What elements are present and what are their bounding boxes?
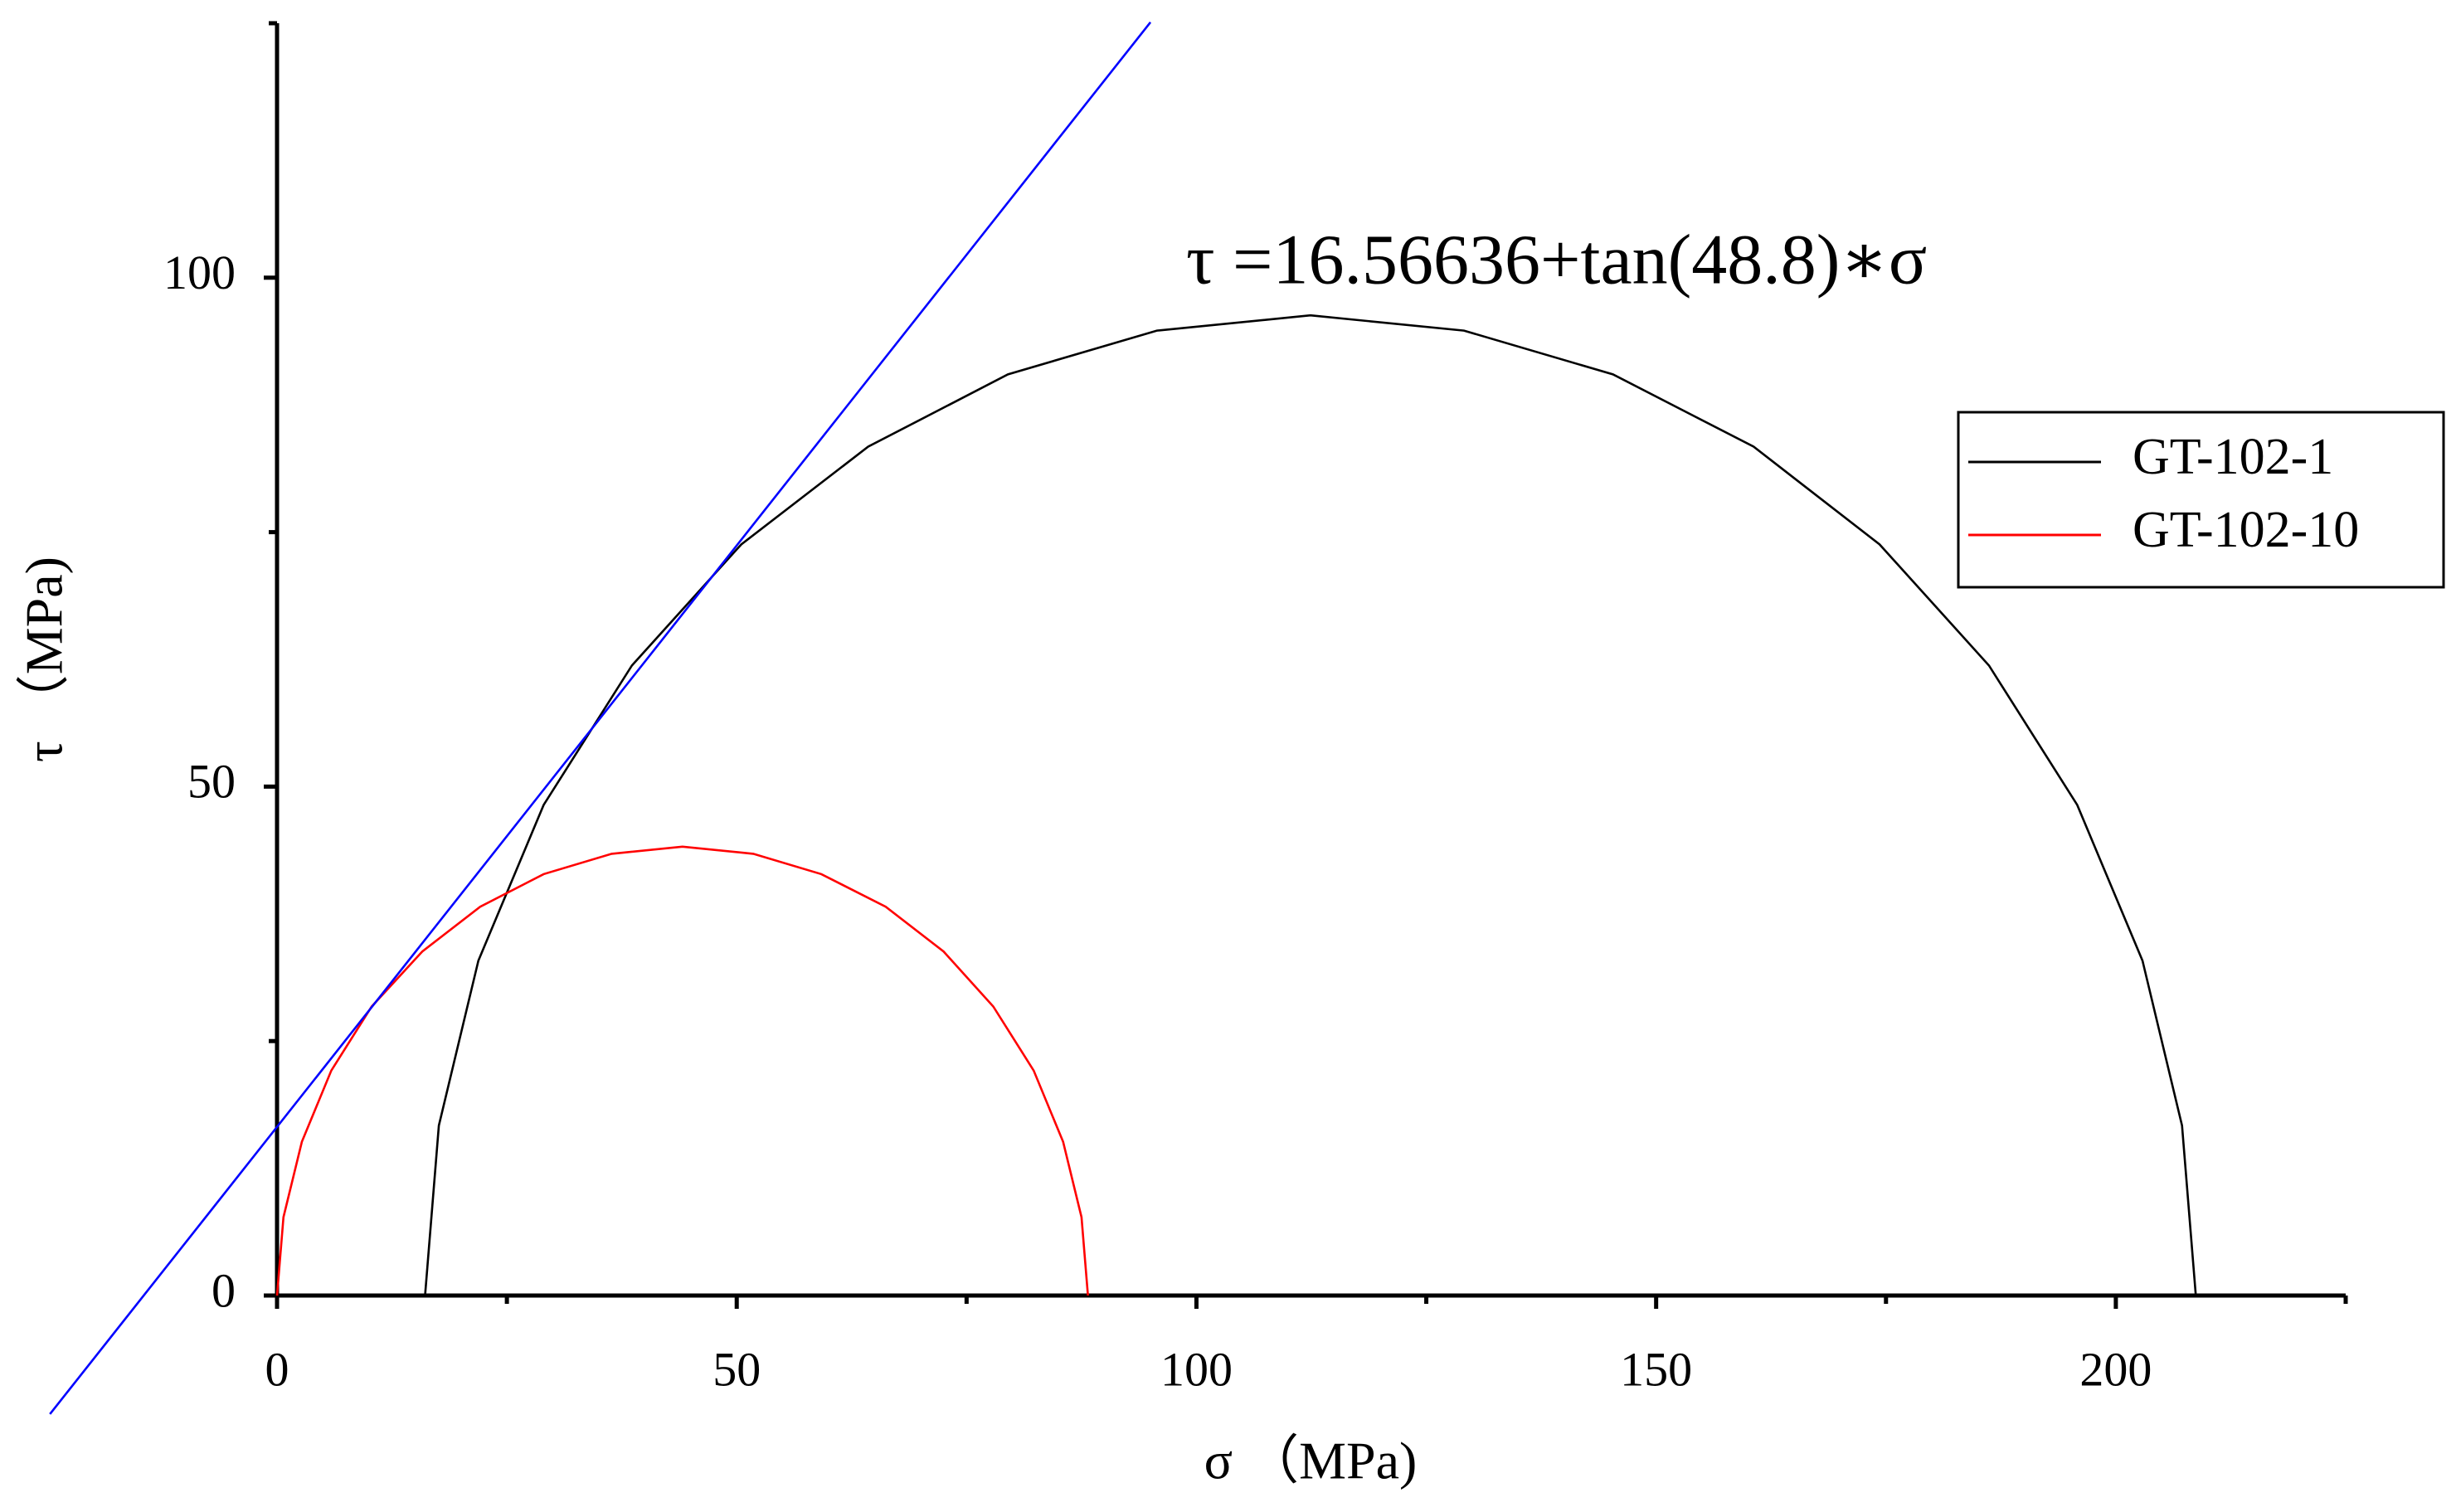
legend-label: GT-102-10	[2133, 502, 2359, 558]
series-line	[424, 314, 2197, 1296]
series-line	[275, 845, 1089, 1296]
x-tick-label: 150	[1620, 1342, 1692, 1396]
annotation: τ =16.56636+tan(48.8)∗σ	[1186, 220, 1927, 299]
legend-box	[1957, 411, 2445, 589]
y-tick-label: 100	[163, 246, 236, 299]
x-tick-label: 200	[2079, 1342, 2152, 1396]
x-tick-label: 50	[712, 1342, 761, 1396]
x-tick-label: 0	[265, 1342, 289, 1396]
y-tick-label: 50	[187, 755, 236, 809]
legend-label: GT-102-1	[2133, 429, 2333, 485]
y-tick-label: 0	[212, 1263, 236, 1317]
x-axis-title: σ （MPa)	[1204, 1432, 1418, 1490]
x-tick-label: 100	[1160, 1342, 1233, 1396]
y-axis-title: τ （MPa)	[15, 557, 74, 762]
series-line	[49, 21, 1152, 1415]
